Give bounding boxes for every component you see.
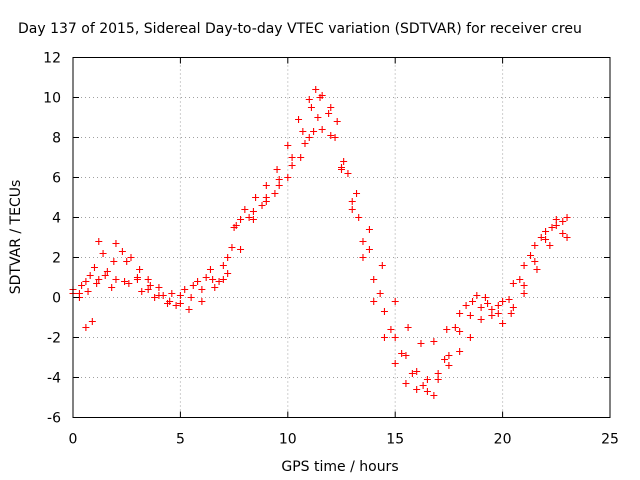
y-tick-label: -6 xyxy=(47,411,61,427)
series-trace-a xyxy=(69,86,571,395)
x-tick-label: 15 xyxy=(386,432,404,448)
chart-title: Day 137 of 2015, Sidereal Day-to-day VTE… xyxy=(18,21,582,37)
data-points xyxy=(69,86,571,399)
data-point-markers xyxy=(69,126,571,383)
y-axis-label: SDTVAR / TECUs xyxy=(8,180,24,295)
y-tick-label: -2 xyxy=(47,331,61,347)
y-tick-label: 8 xyxy=(52,131,61,147)
series-trace-c xyxy=(82,104,567,347)
y-tick-label: 4 xyxy=(52,211,61,227)
axis-ticks: 0 5 10 15 20 25 -6 -4 -2 0 2 4 6 8 10 12 xyxy=(43,51,619,448)
x-tick-label: 5 xyxy=(176,432,185,448)
x-axis-label: GPS time / hours xyxy=(281,459,398,475)
x-tick-label: 25 xyxy=(601,432,619,448)
y-tick-label: -4 xyxy=(47,371,61,387)
series-trace-b xyxy=(69,126,571,383)
series-trace-d xyxy=(75,94,567,399)
y-tick-label: 2 xyxy=(52,251,61,267)
data-point-markers xyxy=(82,104,567,347)
y-tick-label: 0 xyxy=(52,291,61,307)
x-tick-label: 20 xyxy=(494,432,512,448)
x-tick-label: 10 xyxy=(279,432,297,448)
y-tick-label: 6 xyxy=(52,171,61,187)
y-tick-label: 10 xyxy=(43,91,61,107)
x-tick-label: 0 xyxy=(69,432,78,448)
data-point-markers xyxy=(69,86,571,395)
y-tick-label: 12 xyxy=(43,51,61,67)
grid xyxy=(73,57,610,418)
plot-frame xyxy=(72,57,611,418)
data-point-markers xyxy=(75,94,567,399)
